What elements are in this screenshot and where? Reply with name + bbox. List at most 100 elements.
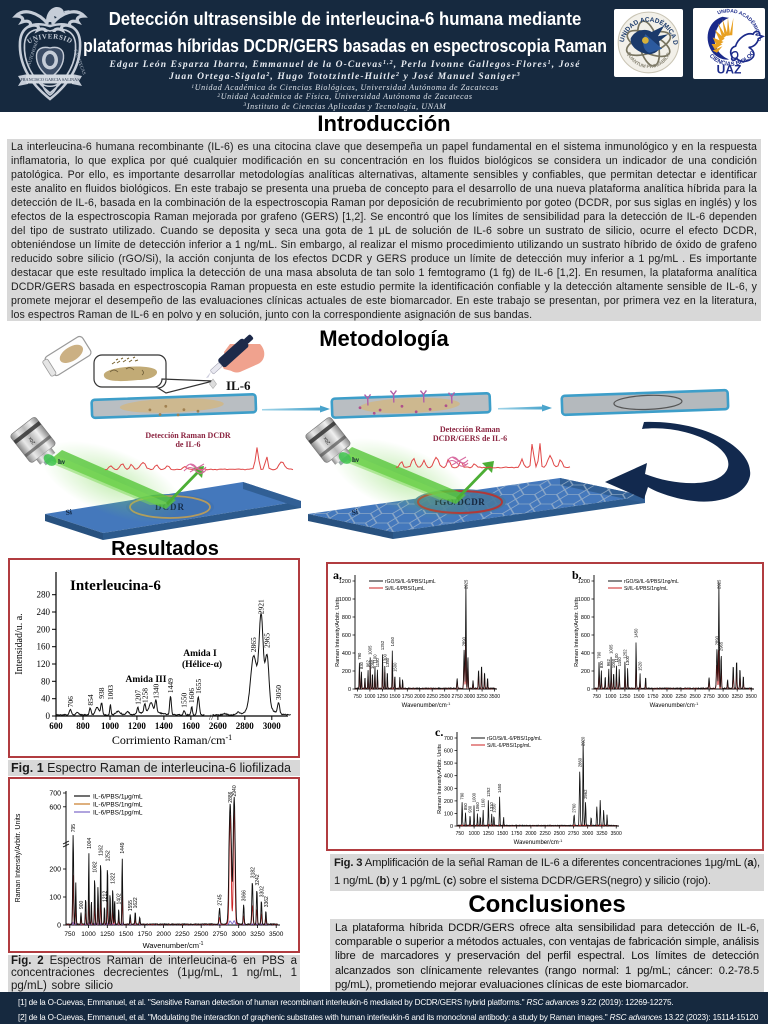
svg-text:FRANCISCO GARCIA SALINAS: FRANCISCO GARCIA SALINAS	[20, 77, 80, 82]
svg-text:3362: 3362	[264, 896, 270, 907]
svg-text:(Hélice-α): (Hélice-α)	[182, 659, 222, 670]
svg-text:2886: 2886	[228, 791, 234, 802]
svg-text:1500: 1500	[497, 831, 508, 837]
svg-text:200: 200	[49, 867, 61, 874]
svg-text:Raman Intensity/Arbitr. Units: Raman Intensity/Arbitr. Units	[335, 597, 341, 667]
svg-text:IL-6/PBS/1μg/mL: IL-6/PBS/1μg/mL	[93, 794, 143, 801]
svg-text:Si/IL-6/PBS/1μmL: Si/IL-6/PBS/1μmL	[385, 586, 425, 592]
svg-text:240: 240	[37, 607, 51, 617]
svg-text:830: 830	[359, 661, 364, 669]
svg-text:Intensidad/u. a.: Intensidad/u. a.	[14, 613, 25, 674]
svg-text:400: 400	[342, 651, 351, 657]
svg-text:200: 200	[581, 669, 590, 675]
svg-text:Detección Raman: Detección Raman	[440, 425, 501, 434]
svg-text:280: 280	[37, 590, 51, 600]
svg-text:1082: 1082	[93, 861, 99, 872]
svg-text:795: 795	[71, 824, 77, 833]
svg-text:962: 962	[366, 660, 371, 668]
svg-text:1520: 1520	[638, 661, 643, 671]
svg-text:1555: 1555	[128, 900, 134, 911]
svg-text:IL-6: IL-6	[226, 378, 251, 393]
svg-text:Corrimiento Raman/cm-1: Corrimiento Raman/cm-1	[112, 733, 232, 747]
svg-text:1750: 1750	[511, 831, 522, 837]
svg-text:1322: 1322	[111, 872, 117, 883]
svg-text:2760: 2760	[572, 803, 577, 813]
svg-text:790: 790	[460, 792, 465, 800]
svg-text:2925: 2925	[716, 579, 721, 589]
svg-text:1750: 1750	[402, 694, 413, 700]
svg-text:2250: 2250	[427, 694, 438, 700]
svg-text:3050: 3050	[274, 685, 283, 700]
svg-text:2000: 2000	[414, 694, 425, 700]
svg-text:3250: 3250	[477, 694, 488, 700]
svg-text:Wavenumber/cm-1: Wavenumber/cm-1	[143, 941, 204, 950]
svg-text:900: 900	[79, 900, 85, 909]
svg-text:2750: 2750	[452, 694, 463, 700]
svg-text:2000: 2000	[525, 831, 536, 837]
svg-text:706: 706	[66, 696, 75, 708]
svg-text:3000: 3000	[582, 831, 593, 837]
svg-text:1500: 1500	[633, 694, 644, 700]
svg-text:3066: 3066	[242, 890, 248, 901]
svg-text:938: 938	[97, 687, 106, 699]
svg-text:120: 120	[37, 659, 51, 669]
svg-text:1250: 1250	[483, 831, 494, 837]
svg-text:1402: 1402	[117, 893, 123, 904]
svg-text:40: 40	[41, 694, 51, 704]
svg-text:200: 200	[37, 624, 51, 634]
svg-text:1655: 1655	[194, 679, 203, 694]
svg-text:1750: 1750	[138, 931, 153, 938]
svg-text:1160: 1160	[481, 798, 486, 808]
svg-text:rGO/Si/IL-6/PBS/1μmL: rGO/Si/IL-6/PBS/1μmL	[385, 579, 436, 585]
svg-text:1252: 1252	[380, 640, 385, 650]
svg-text:962: 962	[606, 659, 611, 667]
svg-text:1600: 1600	[182, 721, 201, 731]
svg-text:1350: 1350	[491, 803, 496, 813]
svg-text:de IL-6: de IL-6	[175, 440, 200, 449]
svg-text:600: 600	[49, 721, 63, 731]
svg-text:2965: 2965	[719, 641, 724, 651]
svg-text:hν: hν	[58, 458, 66, 466]
svg-text:1000: 1000	[81, 931, 96, 938]
svg-text:750: 750	[64, 931, 75, 938]
svg-text:1250: 1250	[377, 694, 388, 700]
svg-text:2750: 2750	[568, 831, 579, 837]
svg-text:400: 400	[581, 651, 590, 657]
svg-text:800: 800	[581, 615, 590, 621]
svg-text:600: 600	[49, 804, 61, 811]
svg-text:2500: 2500	[439, 694, 450, 700]
svg-text:1005: 1005	[609, 644, 614, 654]
svg-text:2925: 2925	[463, 579, 468, 589]
svg-text:2500: 2500	[690, 694, 701, 700]
svg-text:2745: 2745	[218, 894, 224, 905]
svg-text:1207: 1207	[133, 690, 142, 705]
svg-text:b.: b.	[572, 568, 582, 582]
svg-text:700: 700	[444, 736, 453, 742]
svg-text:1450: 1450	[497, 783, 502, 793]
svg-text:1150: 1150	[617, 657, 622, 667]
svg-text:160: 160	[37, 642, 51, 652]
svg-text:1200: 1200	[339, 579, 351, 585]
svg-text:c.: c.	[435, 725, 443, 739]
svg-text:1300: 1300	[625, 655, 630, 665]
svg-text:854: 854	[86, 694, 95, 706]
svg-text:3500: 3500	[489, 694, 500, 700]
svg-text:20x: 20x	[322, 435, 332, 445]
svg-text:Raman Intensity/Arbitr. Units: Raman Intensity/Arbitr. Units	[15, 813, 22, 902]
svg-text:2800: 2800	[236, 721, 255, 731]
svg-text:100: 100	[49, 895, 61, 902]
svg-text:0: 0	[587, 687, 590, 693]
svg-text:1550: 1550	[180, 693, 189, 708]
svg-text:1340: 1340	[151, 683, 160, 698]
svg-text:0: 0	[348, 687, 351, 693]
svg-text:3250: 3250	[732, 694, 743, 700]
svg-text:2500: 2500	[194, 931, 209, 938]
svg-text:2860: 2860	[577, 757, 582, 767]
svg-text:1150: 1150	[375, 658, 380, 668]
svg-text:200: 200	[342, 669, 351, 675]
svg-text:1500: 1500	[392, 662, 397, 672]
svg-text:1250: 1250	[619, 694, 630, 700]
svg-text:790: 790	[597, 651, 602, 659]
svg-text:2250: 2250	[540, 831, 551, 837]
svg-text:1000: 1000	[469, 831, 480, 837]
